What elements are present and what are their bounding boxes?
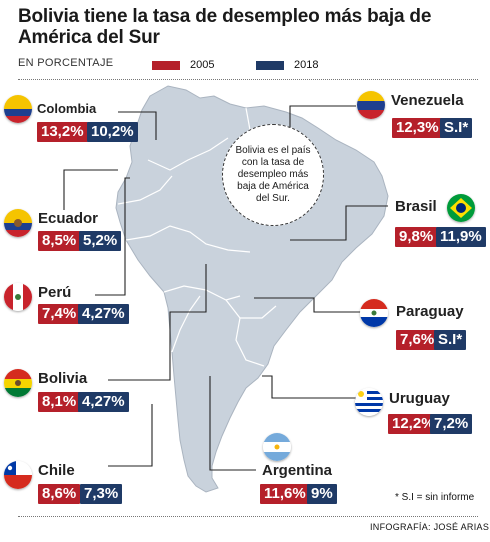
legend-2005-swatch (152, 60, 180, 70)
callout-text: Bolivia es el país con la tasa de desemp… (235, 145, 311, 204)
ecuador-flag-icon (4, 209, 32, 237)
value-2018-peru: 4,27% (78, 304, 129, 324)
chart-title: Bolivia tiene la tasa de desempleo más b… (18, 6, 432, 48)
country-name-ecuador: Ecuador (38, 210, 99, 227)
footnote: * S.I = sin informe (395, 492, 475, 503)
credit: INFOGRAFÍA: JOSÉ ARIAS (370, 522, 490, 532)
value-2005-colombia: 13,2% (37, 122, 88, 142)
country-borders (117, 107, 277, 367)
value-2005-brasil: 9,8% (395, 227, 438, 247)
country-name-uruguay: Uruguay (389, 390, 450, 407)
legend-2005: 2005 (152, 59, 214, 72)
country-name-paraguay: Paraguay (396, 303, 464, 320)
value-2018-bolivia: 4,27% (78, 392, 129, 412)
country-name-brasil: Brasil (395, 198, 437, 215)
value-2005-venezuela: 12,3% (392, 118, 443, 138)
venezuela-flag-icon (357, 91, 385, 119)
value-2005-paraguay: 7,6% (396, 330, 439, 350)
value-2018-ecuador: 5,2% (79, 231, 122, 251)
country-name-argentina: Argentina (262, 462, 333, 479)
bolivia-flag-icon (4, 369, 32, 397)
bolivia-callout: Bolivia es el país con la tasa de desemp… (222, 124, 324, 226)
country-name-peru: Perú (38, 284, 72, 301)
uruguay-flag-icon (355, 388, 383, 416)
value-2018-paraguay: S.I* (434, 330, 467, 350)
country-name-chile: Chile (38, 462, 75, 479)
legend-2018: 2018 (256, 59, 318, 72)
legend-2005-label: 2005 (190, 59, 215, 71)
colombia-flag-icon (4, 95, 32, 123)
top-divider (18, 79, 478, 80)
argentina-flag-icon (263, 433, 291, 461)
value-2005-uruguay: 12,2% (388, 414, 439, 434)
legend-2018-label: 2018 (294, 59, 319, 71)
value-2005-argentina: 11,6% (260, 484, 310, 504)
country-name-colombia: Colombia (37, 101, 97, 116)
value-2018-venezuela: S.I* (440, 118, 473, 138)
legend-2018-swatch (256, 60, 284, 70)
value-2005-chile: 8,6% (38, 484, 81, 504)
value-2005-bolivia: 8,1% (38, 392, 81, 412)
chile-flag-icon (4, 461, 32, 489)
value-2018-argentina: 9% (307, 484, 337, 504)
value-2018-colombia: 10,2% (87, 122, 138, 142)
value-2018-chile: 7,3% (80, 484, 123, 504)
country-name-venezuela: Venezuela (391, 92, 464, 109)
value-2018-uruguay: 7,2% (430, 414, 473, 434)
value-2005-peru: 7,4% (38, 304, 81, 324)
value-2018-brasil: 11,9% (436, 227, 486, 247)
chart-subtitle: EN PORCENTAJE (18, 57, 114, 69)
peru-flag-icon (4, 283, 32, 311)
value-2005-ecuador: 8,5% (38, 231, 81, 251)
country-name-bolivia: Bolivia (38, 370, 88, 387)
brasil-flag-icon (447, 194, 475, 222)
leader-lines (63, 105, 388, 471)
paraguay-flag-icon (360, 299, 388, 327)
bottom-divider (18, 516, 478, 517)
